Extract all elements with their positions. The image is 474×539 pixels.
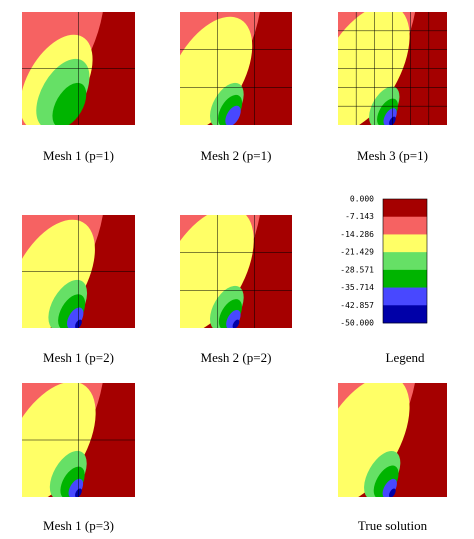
contour-plot	[180, 12, 292, 125]
contour-level	[389, 488, 396, 497]
legend-label: -28.571	[340, 265, 374, 274]
caption: Mesh 1 (p=1)	[43, 148, 114, 163]
contour-plot	[22, 215, 135, 328]
legend-swatch	[383, 216, 427, 235]
legend-label: -42.857	[340, 301, 374, 310]
contour-level	[225, 105, 241, 125]
caption: Mesh 2 (p=1)	[201, 148, 272, 163]
contour-level	[373, 465, 399, 497]
contour-plot	[338, 12, 447, 125]
caption: Mesh 1 (p=2)	[43, 350, 114, 365]
caption: Mesh 3 (p=1)	[357, 148, 428, 163]
caption: Mesh 2 (p=2)	[201, 350, 272, 365]
legend-label: -7.143	[345, 212, 374, 221]
legend-title: Legend	[386, 350, 425, 365]
legend-swatch	[383, 305, 427, 324]
contour-level	[52, 82, 87, 125]
caption: Mesh 1 (p=3)	[43, 518, 114, 533]
legend-frame	[382, 198, 428, 324]
contour-plot	[180, 215, 292, 328]
legend-swatch	[383, 287, 427, 306]
legend-label: 0.000	[350, 195, 374, 204]
legend-swatch	[383, 252, 427, 271]
contour-level	[232, 319, 240, 328]
contour-level	[382, 478, 397, 497]
caption: True solution	[358, 518, 428, 533]
legend-label: -14.286	[340, 230, 374, 239]
legend-label: -21.429	[340, 248, 374, 257]
legend-swatch	[383, 269, 427, 288]
contour-plot	[338, 383, 447, 497]
contour-level	[383, 108, 397, 125]
contour-plot	[22, 383, 135, 497]
legend-swatch	[383, 199, 427, 218]
legend-swatch	[383, 234, 427, 253]
legend-label: -50.000	[340, 319, 374, 328]
contour-level	[338, 383, 410, 497]
legend-label: -35.714	[340, 283, 374, 292]
contour-plot	[22, 12, 135, 125]
